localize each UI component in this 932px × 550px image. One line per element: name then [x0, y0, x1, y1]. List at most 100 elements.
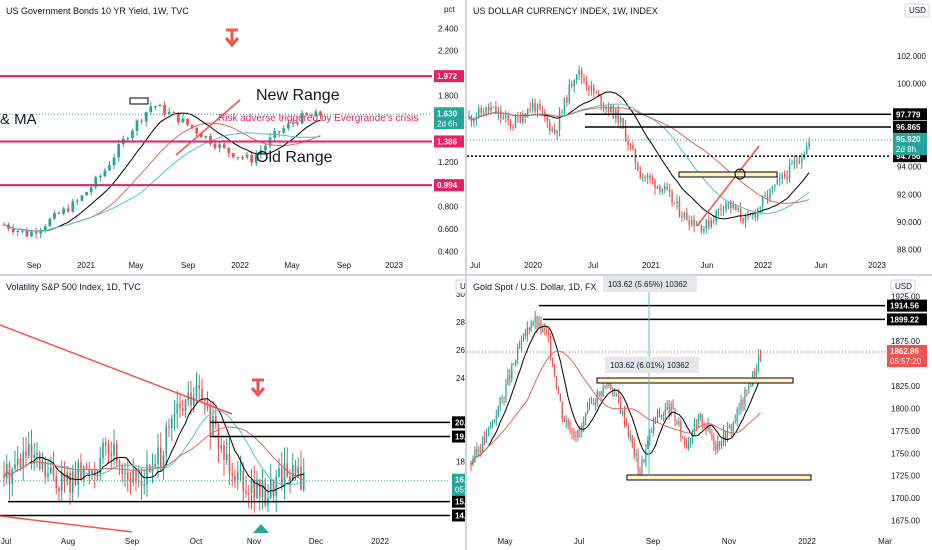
- candle-body: [94, 177, 98, 188]
- candle-body: [112, 157, 116, 166]
- dollar-index-chart[interactable]: 102.000 100.000 94.000 92.000 90.000 88.000 Ju…: [467, 0, 932, 274]
- x-tick-label: 2023: [868, 261, 886, 270]
- candle-body: [705, 220, 708, 229]
- candle-body: [606, 385, 608, 387]
- candle-body: [541, 109, 544, 112]
- candle-body: [699, 414, 701, 419]
- candle-body: [558, 112, 561, 131]
- candle-body: [296, 123, 299, 125]
- vix-chart[interactable]: 30 28.00 26.00 24.00 18.00 Jul Aug Sep Oct Nov Dec…: [0, 276, 465, 550]
- candle-body: [550, 335, 552, 359]
- gold-chart-panel[interactable]: 1925.00 1875.00 1825.00 1800.00 1775.00 1750.…: [467, 276, 932, 550]
- panel-divider-horizontal[interactable]: [0, 274, 932, 276]
- x-tick-label: 2022: [754, 261, 772, 270]
- candle-body: [553, 128, 556, 134]
- candle-body: [44, 461, 47, 477]
- candle-body: [632, 145, 634, 149]
- candle-body: [280, 468, 283, 487]
- candle-body: [511, 363, 513, 380]
- candle-body: [596, 392, 598, 404]
- candle-body: [542, 327, 544, 332]
- candle-body: [176, 403, 179, 414]
- dollar-index-chart-panel[interactable]: 102.000 100.000 94.000 92.000 90.000 88.000 Ju…: [467, 0, 932, 274]
- candle-body: [165, 426, 168, 456]
- x-tick-label: Sep: [125, 537, 140, 546]
- candle-body: [695, 423, 697, 425]
- candle-body: [713, 437, 715, 445]
- candle-body: [204, 136, 208, 138]
- candle-body: [163, 104, 166, 114]
- candle-body: [579, 430, 581, 432]
- candle-body: [649, 432, 651, 441]
- candle-body: [573, 432, 575, 436]
- candle-body: [678, 201, 681, 216]
- gold-chart[interactable]: 1925.00 1875.00 1825.00 1800.00 1775.00 1750.…: [467, 276, 932, 550]
- last-price-value: 95.920: [896, 135, 921, 144]
- candle-body: [686, 212, 688, 221]
- candle-body: [544, 327, 546, 331]
- y-tick-label: 28.00: [456, 318, 465, 327]
- candle-body: [319, 111, 322, 116]
- support-zone: [678, 171, 778, 178]
- candle-body: [491, 420, 493, 426]
- candle-body: [676, 201, 678, 204]
- candle-body: [179, 403, 181, 409]
- candle-body: [571, 84, 573, 87]
- x-tick-label: Aug: [61, 537, 75, 546]
- candle-body: [719, 442, 721, 447]
- candle-body: [470, 462, 472, 465]
- candle-body: [214, 415, 217, 425]
- candle-body: [195, 127, 199, 134]
- x-tick-label: Nov: [722, 537, 736, 546]
- candle-body: [592, 403, 594, 405]
- candle-body: [666, 406, 668, 410]
- candle-body: [55, 475, 58, 488]
- level-price-tag-label: 0.994: [437, 181, 458, 190]
- trendline: [175, 99, 241, 156]
- candle-body: [490, 107, 492, 111]
- candle-body: [57, 212, 61, 214]
- candle-body: [241, 156, 244, 158]
- candle-body: [588, 402, 591, 409]
- candle-body: [621, 409, 624, 414]
- candle-body: [71, 201, 75, 212]
- candle-body: [607, 106, 610, 113]
- x-tick-label: 2020: [524, 261, 542, 270]
- candle-body: [118, 461, 121, 467]
- level-price-tag: [452, 430, 465, 443]
- vix-chart-panel[interactable]: 30 28.00 26.00 24.00 18.00 Jul Aug Sep Oct Nov Dec…: [0, 276, 465, 550]
- candle-body: [278, 468, 280, 477]
- candle-body: [198, 385, 201, 389]
- candle-body: [162, 455, 165, 468]
- level-price-tag: [452, 509, 465, 522]
- bond-yield-chart[interactable]: 2.400 2.200 1.800 1.200 0.800 0.600 0.400 Sep 20…: [0, 0, 465, 274]
- y-tick-label: 26.00: [456, 346, 465, 355]
- candle-body: [25, 230, 29, 237]
- candle-body: [796, 160, 798, 163]
- candle-body: [664, 186, 666, 190]
- candle-body: [489, 425, 492, 428]
- candle-body: [250, 479, 253, 494]
- candle-body: [659, 185, 661, 192]
- y-tick-label: 24.00: [456, 374, 465, 383]
- candle-body: [746, 389, 748, 391]
- candle-body: [132, 469, 135, 483]
- candle-body: [526, 327, 528, 336]
- annotation-evergrande: Risk adverse triggered by Evergrande's c…: [218, 113, 418, 124]
- lower-trendline: [0, 515, 133, 533]
- candle-body: [519, 116, 522, 123]
- last-price-countdown: 05:12:19: [455, 486, 465, 495]
- chart-title: US DOLLAR CURRENCY INDEX, 1W, INDEX: [473, 6, 658, 16]
- candle-body: [201, 388, 203, 401]
- candle-body: [154, 464, 157, 467]
- candle-body: [619, 117, 622, 123]
- candle-body: [740, 400, 742, 410]
- candle-body: [236, 156, 240, 158]
- candle-body: [253, 479, 256, 499]
- candle-body: [580, 70, 583, 79]
- candle-body: [48, 218, 52, 227]
- candle-body: [700, 224, 703, 232]
- bond-yield-chart-panel[interactable]: 2.400 2.200 1.800 1.200 0.800 0.600 0.400 Sep 20…: [0, 0, 465, 274]
- candle-body: [726, 427, 729, 441]
- candle-body: [658, 411, 661, 417]
